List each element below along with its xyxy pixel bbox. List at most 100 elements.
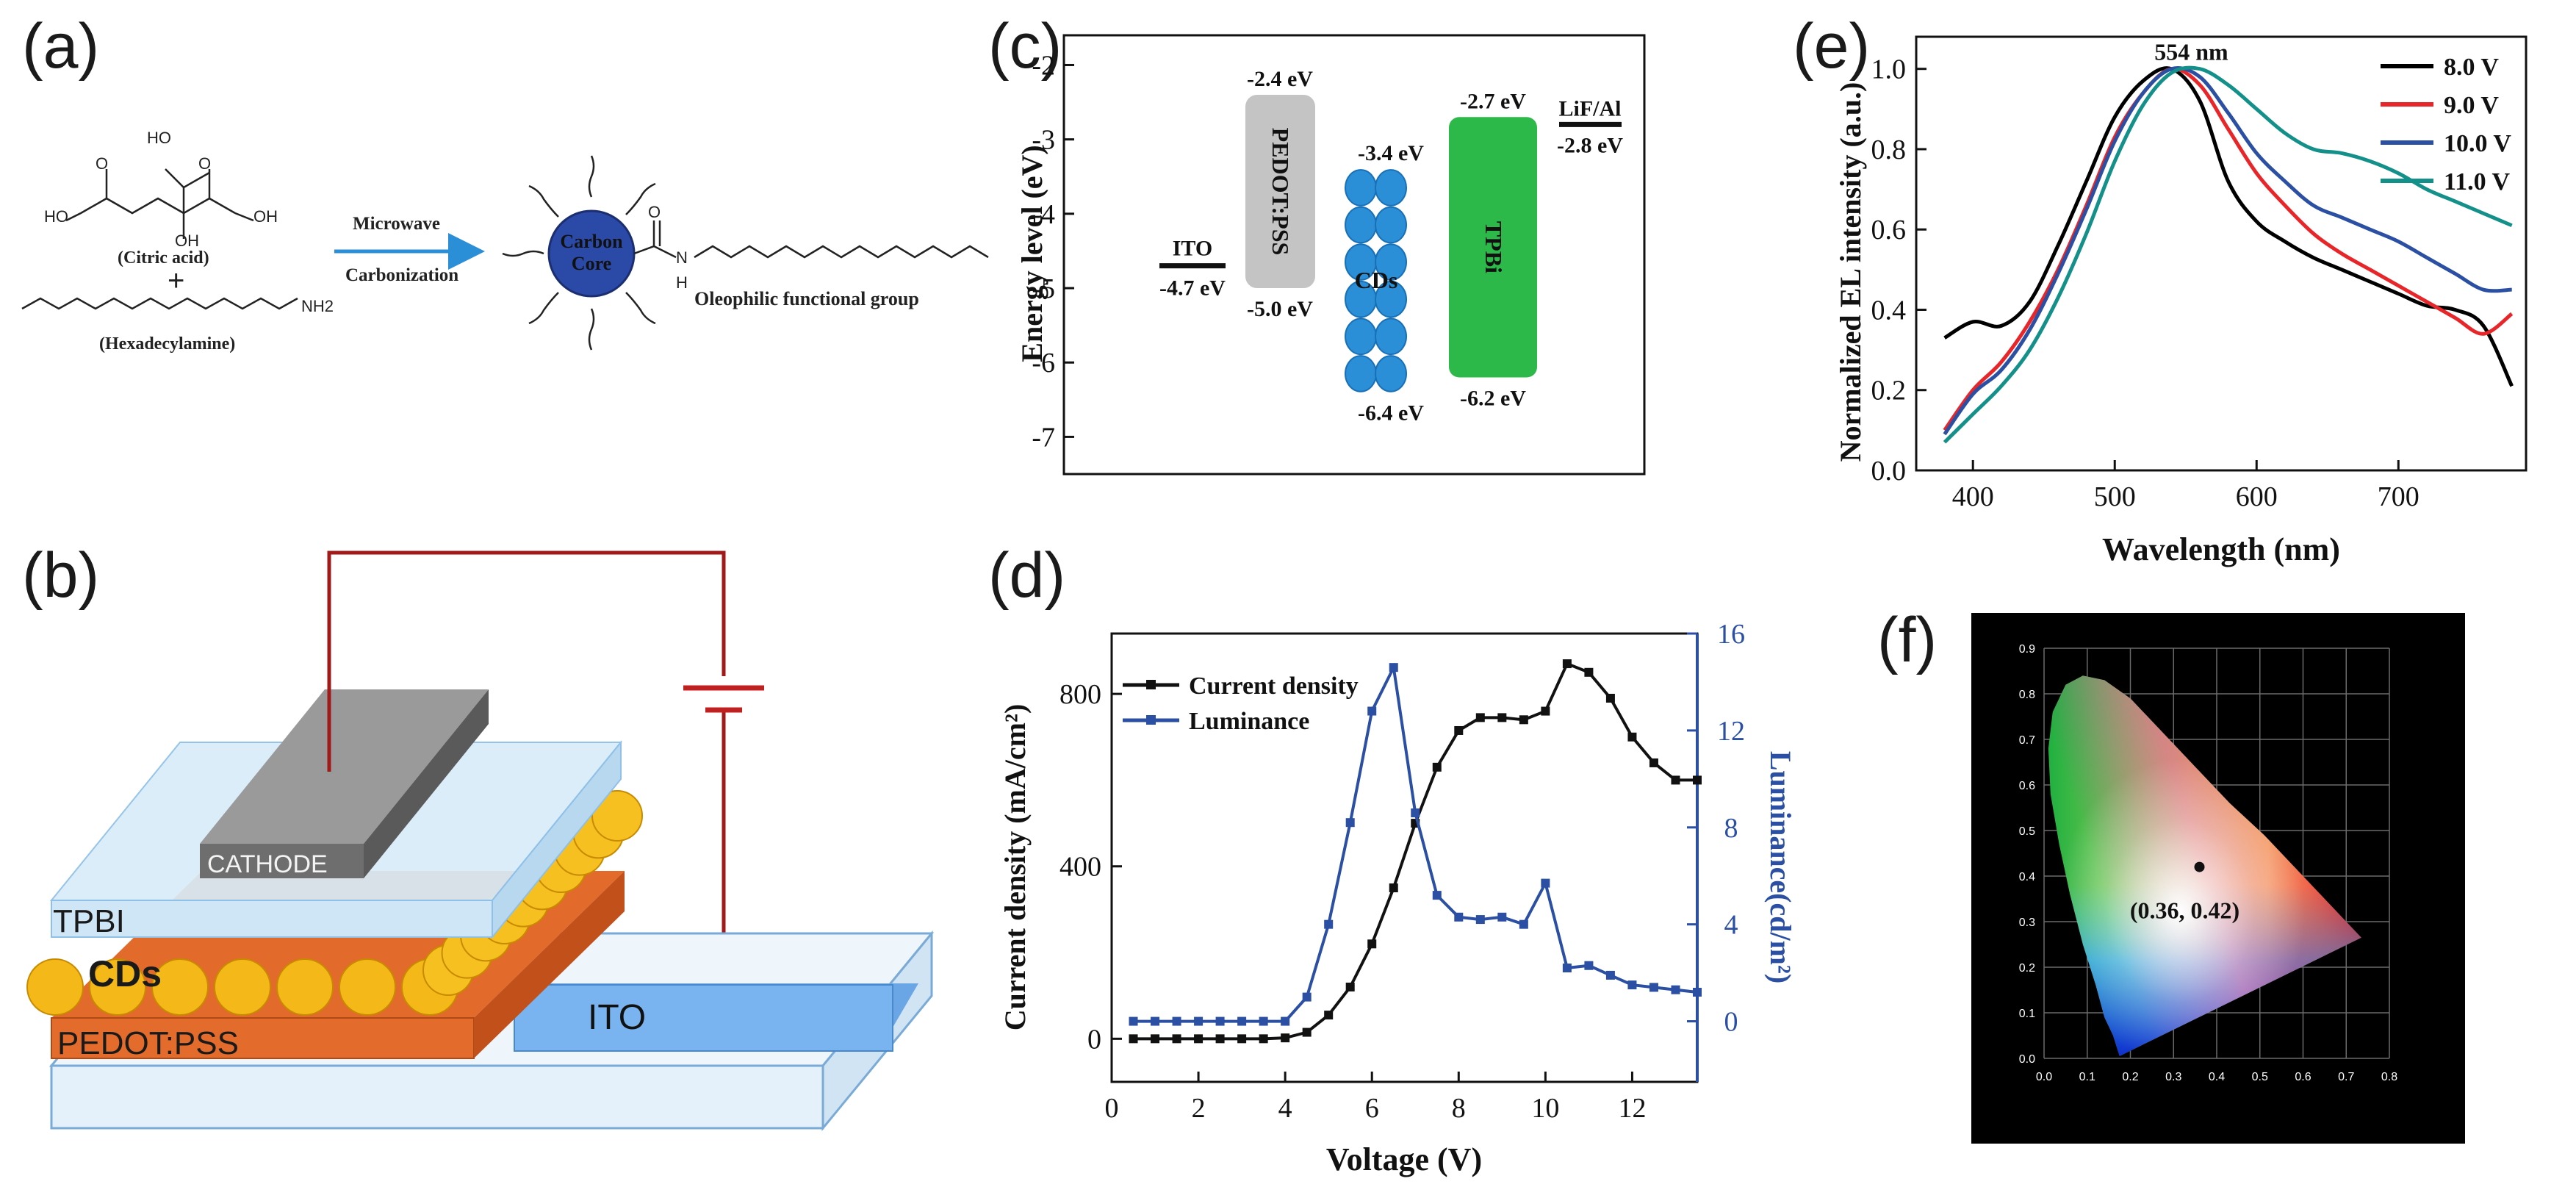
tpbi-energy-box — [1449, 117, 1537, 378]
panel-e: (e) 400 500 600 700 0.0 0.2 0.4 0.6 0.8 1.0 554 n… — [1793, 11, 2528, 567]
f-x-tick-label: 0.0 — [2036, 1071, 2052, 1083]
e-y-tick-label: 0.4 — [1871, 295, 1907, 326]
luminance-point — [1237, 1016, 1247, 1026]
luminance-point — [1172, 1016, 1181, 1026]
e-ticks: 400 500 600 700 0.0 0.2 0.4 0.6 0.8 1.0 — [1871, 54, 2420, 512]
f-x-tick-label: 0.8 — [2381, 1071, 2397, 1083]
panel-a-label: (a) — [22, 11, 99, 82]
d-y2-tick-label: 4 — [1724, 910, 1738, 941]
panel-d: (d) 0 2 4 6 8 10 12 0 400 800 0 4 8 12 16 Current dens… — [988, 540, 1797, 1177]
ito-label: ITO — [588, 998, 646, 1037]
carbon-core-label-2: Core — [572, 253, 611, 274]
luminance-point — [1627, 980, 1637, 990]
current-density-point — [1693, 775, 1702, 785]
atom-ho-left: HO — [44, 207, 68, 226]
current-density-point — [1324, 1011, 1334, 1020]
luminance-point — [1693, 988, 1702, 997]
f-x-tick-label: 0.1 — [2079, 1071, 2095, 1083]
pedot-energy-name: PEDOT:PSS — [1267, 128, 1294, 256]
d-x-tick-label: 10 — [1531, 1093, 1559, 1124]
atom-amide-n: N — [676, 248, 688, 267]
f-y-tick-label: 0.9 — [2019, 643, 2035, 656]
cds-bottom-label: -6.4 eV — [1358, 401, 1424, 426]
d-series — [1129, 659, 1702, 1044]
luminance-point — [1215, 1016, 1225, 1026]
atom-oh-bottom: OH — [175, 232, 199, 250]
current-density-point — [1345, 982, 1355, 991]
c-y-tick-label: -7 — [1032, 422, 1055, 453]
luminance-point — [1541, 878, 1550, 888]
legend-current-marker — [1146, 680, 1156, 689]
f-x-tick-label: 0.2 — [2122, 1071, 2138, 1083]
cd-energy-ball — [1345, 169, 1377, 207]
cds-energy-name: CDs — [1355, 267, 1398, 293]
c-y-tick-label: -2 — [1032, 50, 1055, 81]
d-legend: Current density Luminance — [1123, 672, 1359, 735]
atom-oh-top: HO — [147, 129, 171, 147]
cd-energy-ball — [1375, 206, 1407, 244]
current-density-point — [1497, 713, 1507, 722]
cd-energy-ball — [1345, 355, 1377, 392]
f-y-tick-label: 0.2 — [2019, 962, 2035, 975]
current-density-point — [1302, 1027, 1312, 1037]
d-x-tick-label: 4 — [1278, 1093, 1292, 1124]
cds-layer — [26, 790, 643, 1016]
ito-level-name: ITO — [1173, 237, 1212, 261]
cd-ball — [89, 958, 146, 1016]
luminance-point — [1129, 1016, 1138, 1026]
tpbi-label: TPBI — [53, 903, 125, 939]
current-density-point — [1649, 758, 1658, 767]
arrow-top-label: Microwave — [353, 214, 440, 234]
cd-ball — [151, 958, 209, 1016]
lif-al-level-name: LiF/Al — [1558, 96, 1621, 121]
el-spectrum-9-0-V — [1943, 67, 2514, 431]
current-density-point — [1627, 732, 1637, 742]
luminance-point — [1194, 1016, 1204, 1026]
panel-a: (a) HO O O HO OH OH (Citric acid) + NH2 … — [21, 11, 989, 354]
ito-layer: ITO — [514, 983, 918, 1052]
cd-energy-ball — [1375, 243, 1407, 281]
luminance-point — [1151, 1016, 1160, 1026]
tpbi-bottom-label: -6.2 eV — [1460, 386, 1526, 410]
luminance-point — [1281, 1016, 1290, 1026]
d-x-axis-label: Voltage (V) — [1326, 1141, 1482, 1177]
cd-ball — [276, 958, 334, 1016]
luminance-point — [1605, 970, 1615, 980]
tpbi-top-label: -2.7 eV — [1460, 89, 1526, 113]
d-ticks: 0 2 4 6 8 10 12 0 400 800 0 4 8 12 16 — [1059, 619, 1745, 1124]
f-y-tick-label: 0.7 — [2019, 734, 2035, 747]
c-y-tick-label: -6 — [1032, 348, 1055, 379]
current-density-point — [1237, 1034, 1247, 1044]
d-x-tick-label: 6 — [1365, 1093, 1379, 1124]
citric-acid-label: (Citric acid) — [118, 248, 209, 268]
cd-energy-ball — [1375, 318, 1407, 356]
panel-e-label: (e) — [1793, 11, 1870, 82]
pedot-energy-box — [1245, 94, 1315, 289]
luminance-point — [1432, 891, 1442, 900]
current-density-point — [1281, 1033, 1290, 1043]
f-y-tick-label: 0.3 — [2019, 917, 2035, 929]
oleophilic-group-label: Oleophilic functional group — [694, 288, 919, 309]
luminance-point — [1584, 961, 1594, 970]
e-x-tick-label: 500 — [2094, 481, 2136, 512]
cie-coordinate-label: (0.36, 0.42) — [2130, 897, 2239, 924]
luminance-point — [1411, 808, 1420, 817]
current-density-point — [1367, 939, 1377, 949]
cd-ball — [339, 958, 396, 1016]
current-density-point — [1151, 1034, 1160, 1044]
citric-acid-structure — [65, 168, 254, 239]
e-plot-frame — [1915, 35, 2528, 472]
c-y-ticks: -2 -3 -4 -5 -6 -7 — [1032, 50, 1074, 453]
d-x-tick-label: 2 — [1192, 1093, 1206, 1124]
e-y-tick-label: 1.0 — [1871, 54, 1907, 85]
tpbi-energy-name: TPBi — [1481, 221, 1507, 273]
c-y-tick-label: -4 — [1032, 199, 1055, 230]
current-density-point — [1584, 667, 1594, 677]
e-y-tick-label: 0.2 — [1871, 376, 1907, 406]
current-density-point — [1194, 1034, 1204, 1044]
carbon-dot-illustration: Carbon Core O N H — [502, 155, 989, 351]
carbon-core-label-1: Carbon — [560, 231, 623, 252]
luminance-point — [1475, 915, 1485, 925]
cd-ball — [214, 958, 271, 1016]
el-spectrum-8-0-V — [1943, 66, 2514, 387]
